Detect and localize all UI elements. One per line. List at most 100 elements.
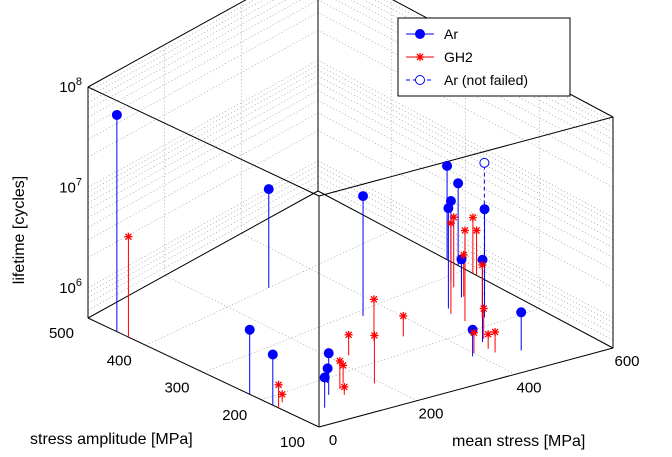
grid-line xyxy=(87,130,319,258)
legend-marker-ar-not-failed xyxy=(415,75,425,85)
grid-line xyxy=(317,82,614,240)
grid-line xyxy=(87,170,319,298)
grid-line xyxy=(87,0,264,97)
data-point-gh2 xyxy=(479,304,488,313)
data-point-ar-not-failed- xyxy=(479,157,490,168)
grid-line xyxy=(317,170,614,328)
y-tick-label: 300 xyxy=(164,380,189,397)
grid-line xyxy=(87,0,255,92)
x-tick-label: 400 xyxy=(516,379,541,396)
grid-line xyxy=(87,0,247,88)
box-edge xyxy=(87,190,319,319)
grid-line xyxy=(317,69,614,228)
data-point-gh2 xyxy=(446,219,455,228)
z-tick-label: 108 xyxy=(59,76,82,96)
data-point-gh2 xyxy=(472,226,481,235)
y-tick-label: 200 xyxy=(222,407,247,424)
y-tick-label: 100 xyxy=(280,434,305,451)
grid-line xyxy=(317,165,614,323)
z-axis-label: lifetime [cycles] xyxy=(11,176,28,284)
data-point-gh2 xyxy=(449,213,458,222)
box-edge xyxy=(318,116,614,197)
grid-line xyxy=(87,0,287,110)
data-point-gh2 xyxy=(274,380,283,389)
y-tick-label: 500 xyxy=(49,325,74,342)
grid-line xyxy=(317,130,614,288)
data-point-gh2 xyxy=(399,311,408,320)
data-point-gh2 xyxy=(468,213,477,222)
legend-label-ar-not-failed: Ar (not failed) xyxy=(444,72,528,88)
box-edge xyxy=(87,0,247,88)
data-point-ar xyxy=(322,363,333,374)
legend-label-ar: Ar xyxy=(444,26,458,42)
box-edge xyxy=(318,347,614,428)
grid-line xyxy=(317,112,614,271)
grid-line xyxy=(317,100,614,258)
grid-line xyxy=(87,90,319,218)
data-point-gh2 xyxy=(484,330,493,339)
data-point-ar xyxy=(263,184,274,195)
grid-line xyxy=(87,60,319,188)
grid-line xyxy=(87,29,319,158)
data-point-ar xyxy=(267,349,278,360)
z-tick-label: 107 xyxy=(59,176,82,196)
grid-line xyxy=(317,29,614,188)
grid-line xyxy=(164,275,418,401)
grid-line xyxy=(87,112,319,241)
x-tick-label: 0 xyxy=(329,432,337,449)
data-point-gh2 xyxy=(460,226,469,235)
grid-line xyxy=(87,100,319,228)
grid-line xyxy=(261,308,540,401)
data-point-ar xyxy=(442,160,453,171)
data-point-ar xyxy=(453,178,464,189)
legend-marker-ar xyxy=(415,29,425,39)
data-point-gh2 xyxy=(339,361,348,370)
grid-line xyxy=(87,75,319,204)
z-tick-label: 106 xyxy=(59,277,82,297)
x-axis-label: mean stress [MPa] xyxy=(452,433,585,450)
data-point-gh2 xyxy=(124,232,133,241)
grid-line xyxy=(317,160,614,319)
data-point-ar xyxy=(111,109,122,120)
grid-line xyxy=(317,90,614,248)
data-point-gh2 xyxy=(370,331,379,340)
data-point-gh2 xyxy=(278,390,287,399)
grid-line xyxy=(87,64,319,193)
grid-line xyxy=(317,75,614,234)
box-edge xyxy=(87,317,320,428)
x-tick-label: 600 xyxy=(614,353,639,370)
data-point-gh2 xyxy=(491,327,500,336)
grid-line xyxy=(87,69,319,198)
tick-labels: 0 200 400 600 100 200 300 400 500 106 107 108 xyxy=(49,76,640,451)
box-edge xyxy=(87,86,320,197)
grid-line xyxy=(317,64,614,223)
data-point-gh2 xyxy=(344,330,353,339)
data-point-gh2 xyxy=(469,328,478,337)
y-axis-label: stress amplitude [MPa] xyxy=(30,431,193,448)
grid-line xyxy=(87,82,319,210)
legend: Ar GH2 Ar (not failed) xyxy=(397,17,571,97)
x-tick-label: 200 xyxy=(418,406,443,423)
data-point-gh2 xyxy=(369,295,378,304)
data-point-gh2 xyxy=(459,250,468,259)
grid-line xyxy=(87,0,301,118)
data-point-ar xyxy=(516,307,527,318)
data-point-gh2 xyxy=(478,260,487,269)
data-point-ar xyxy=(479,204,490,215)
grid-line xyxy=(87,0,275,103)
grid-line xyxy=(203,269,466,373)
markers xyxy=(111,109,527,399)
data-point-ar xyxy=(358,191,369,202)
data-point-gh2 xyxy=(335,357,344,366)
data-point-ar xyxy=(244,324,255,335)
data-point-gh2 xyxy=(340,382,349,391)
box-edge xyxy=(317,190,614,349)
grid-line xyxy=(87,176,319,304)
grid-line xyxy=(317,60,614,218)
grid-line xyxy=(87,165,319,293)
grid-line xyxy=(145,229,392,346)
grid-line xyxy=(87,0,319,128)
legend-label-gh2: GH2 xyxy=(444,49,473,65)
grid-line xyxy=(87,182,319,311)
